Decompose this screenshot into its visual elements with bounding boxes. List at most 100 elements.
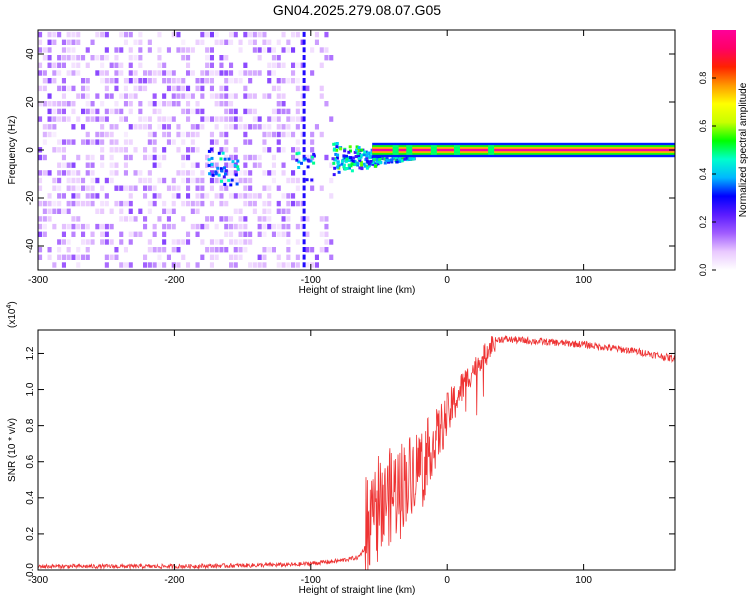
heatmap-cell: [276, 101, 281, 107]
heatmap-cell: [152, 185, 157, 191]
heatmap-cell: [162, 208, 167, 214]
heatmap-cell: [200, 239, 205, 245]
heatmap-cell: [57, 24, 61, 29]
heatmap-cell: [219, 85, 224, 92]
snr-multiplier-close: ): [7, 301, 18, 304]
heatmap-cell: [295, 31, 300, 38]
heatmap-cell: [181, 162, 186, 168]
heatmap-cell: [398, 156, 402, 160]
heatmap-cell: [302, 193, 306, 199]
heatmap-cell: [329, 24, 333, 29]
heatmap-cell: [295, 78, 300, 84]
heatmap-cell: [47, 47, 52, 53]
heatmap-cell: [281, 101, 286, 107]
heatmap-cell: [214, 39, 219, 45]
heatmap-cell: [347, 163, 351, 167]
heatmap-cell: [109, 62, 114, 68]
heatmap-cell: [128, 124, 133, 130]
heatmap-cell: [109, 170, 114, 176]
colorbar-tick-label: 0.0: [698, 264, 708, 277]
heatmap-cell: [252, 93, 257, 99]
heatmap-cell: [276, 139, 281, 145]
heatmap-cell: [342, 165, 346, 169]
heatmap-cell: [76, 70, 81, 76]
heatmap-cell: [114, 139, 119, 145]
heatmap-cell: [85, 108, 90, 115]
heatmap-cell: [229, 116, 234, 122]
heatmap-cell: [123, 101, 128, 107]
heatmap-cell: [123, 147, 128, 153]
heatmap-cell: [355, 145, 359, 149]
heatmap-cell: [345, 154, 348, 158]
heatmap-cell: [329, 254, 334, 260]
heatmap-cell: [66, 247, 71, 253]
heatmap-cell: [324, 31, 329, 38]
heatmap-cell: [114, 147, 119, 153]
heatmap-cell: [271, 116, 276, 122]
heatmap-cell: [351, 159, 355, 163]
heatmap-cell: [119, 31, 124, 38]
heatmap-cell: [114, 70, 119, 76]
heatmap-cell: [138, 177, 143, 184]
colorbar-ticks: 0.0 0.2 0.4 0.6 0.8: [698, 72, 716, 277]
heatmap-cell: [302, 55, 306, 60]
heatmap-cell: [224, 24, 228, 29]
colorbar-tick-label: 0.6: [698, 120, 708, 133]
heatmap-cell: [257, 193, 262, 199]
heatmap-cell: [229, 231, 234, 237]
heatmap-cell: [67, 24, 71, 29]
heatmap-cell: [66, 200, 71, 207]
heatmap-cell: [147, 39, 152, 45]
heatmap-cell: [128, 262, 133, 268]
heatmap-cell: [57, 147, 62, 153]
heatmap-cell: [61, 193, 66, 199]
heatmap-cell: [128, 47, 133, 53]
heatmap-cell: [57, 200, 62, 207]
heatmap-cell: [208, 172, 212, 176]
heatmap-cell: [356, 152, 360, 156]
heatmap-cell: [104, 116, 109, 122]
heatmap-cell: [200, 108, 205, 115]
heatmap-cell: [95, 24, 99, 29]
heatmap-cell: [219, 216, 224, 222]
heatmap-cell: [42, 47, 47, 53]
heatmap-cell: [271, 131, 276, 138]
heatmap-cell: [123, 162, 128, 168]
heatmap-cell: [243, 223, 248, 230]
heatmap-cell: [229, 62, 234, 68]
heatmap-cell: [57, 101, 62, 107]
heatmap-cell: [71, 31, 76, 38]
heatmap-cell: [114, 24, 118, 29]
heatmap-cell: [176, 93, 181, 99]
heatmap-cell: [71, 231, 76, 237]
heatmap-cell: [205, 154, 210, 161]
heatmap-cell: [104, 85, 109, 92]
heatmap-cell: [66, 208, 71, 214]
heatmap-cell: [365, 166, 369, 170]
heatmap-cell: [195, 131, 200, 138]
heatmap-cell: [147, 139, 152, 145]
heatmap-cell: [71, 62, 76, 68]
heatmap-cell: [52, 131, 57, 138]
heatmap-cell: [90, 55, 95, 61]
heatmap-cell: [358, 152, 362, 156]
heatmap-cell: [267, 193, 272, 199]
heatmap-cell: [52, 62, 57, 68]
heatmap-cell: [291, 116, 296, 122]
heatmap-cell: [335, 142, 339, 146]
x-tick-label: -200: [164, 575, 184, 586]
heatmap-cell: [147, 78, 152, 84]
heatmap-cell: [81, 223, 86, 230]
heatmap-cell: [305, 85, 310, 92]
heatmap-cell: [392, 145, 399, 155]
heatmap-cell: [319, 231, 324, 237]
heatmap-cell: [176, 131, 181, 138]
heatmap-cell: [190, 223, 195, 230]
heatmap-cell: [383, 161, 387, 165]
heatmap-cell: [123, 78, 128, 84]
heatmap-cell: [52, 185, 57, 191]
heatmap-cell: [176, 85, 181, 92]
heatmap-cell: [109, 108, 114, 115]
heatmap-cell: [286, 39, 291, 45]
heatmap-cell: [276, 62, 281, 68]
